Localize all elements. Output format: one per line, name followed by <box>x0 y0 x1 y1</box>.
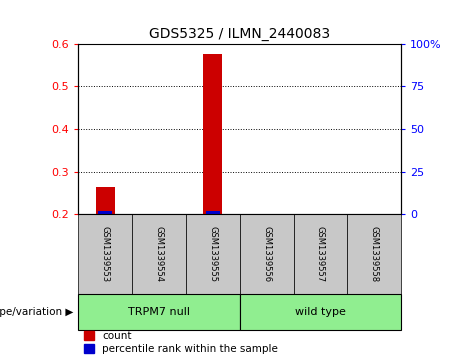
Legend: count, percentile rank within the sample: count, percentile rank within the sample <box>83 331 278 354</box>
Bar <box>78 214 132 294</box>
Text: TRPM7 null: TRPM7 null <box>128 307 190 317</box>
Text: GSM1339555: GSM1339555 <box>208 226 217 282</box>
Text: GSM1339553: GSM1339553 <box>101 226 110 282</box>
Bar <box>98 211 112 214</box>
Title: GDS5325 / ILMN_2440083: GDS5325 / ILMN_2440083 <box>149 27 330 41</box>
Text: GSM1339556: GSM1339556 <box>262 226 271 282</box>
Bar <box>186 214 240 294</box>
Bar <box>240 214 294 294</box>
Bar <box>203 54 222 214</box>
Bar <box>294 214 347 294</box>
Text: GSM1339554: GSM1339554 <box>154 226 164 282</box>
Text: GSM1339557: GSM1339557 <box>316 226 325 282</box>
Bar <box>206 211 220 214</box>
Bar <box>240 294 401 330</box>
Text: GSM1339558: GSM1339558 <box>370 226 378 282</box>
Bar <box>96 187 115 214</box>
Bar <box>132 214 186 294</box>
Text: genotype/variation ▶: genotype/variation ▶ <box>0 307 74 317</box>
Bar <box>78 294 240 330</box>
Text: wild type: wild type <box>295 307 346 317</box>
Bar <box>347 214 401 294</box>
